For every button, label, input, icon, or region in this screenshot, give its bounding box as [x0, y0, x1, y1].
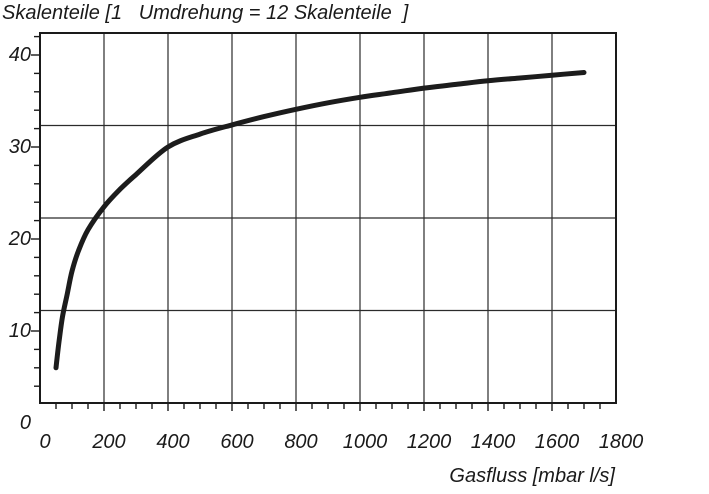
x-tick-label: 800: [284, 431, 318, 453]
x-tick-label: 400: [156, 431, 190, 453]
grid-lines: [40, 33, 616, 403]
x-axis-label: Gasfluss [mbar l/s]: [449, 465, 615, 487]
x-tick-label: 1200: [406, 431, 452, 453]
x-tick-label: 200: [92, 431, 126, 453]
x-tick-label: 0: [39, 431, 51, 453]
y-axis-title: Skalenteile [1 Umdrehung = 12 Skalenteil…: [2, 2, 409, 24]
x-tick-label: 1800: [598, 431, 644, 453]
y-tick-label: 0: [19, 412, 31, 434]
x-tick-label: 600: [220, 431, 254, 453]
y-tick-label: 30: [8, 136, 31, 158]
axis-ticks: [31, 35, 601, 411]
x-tick-label: 1000: [342, 431, 388, 453]
plot-frame: [39, 32, 617, 404]
calibration-curve: [53, 70, 587, 371]
y-tick-label: 10: [8, 320, 31, 342]
x-tick-label: 1400: [470, 431, 516, 453]
y-tick-label: 20: [8, 228, 31, 250]
y-tick-label: 40: [8, 44, 31, 66]
x-tick-label: 1600: [534, 431, 580, 453]
